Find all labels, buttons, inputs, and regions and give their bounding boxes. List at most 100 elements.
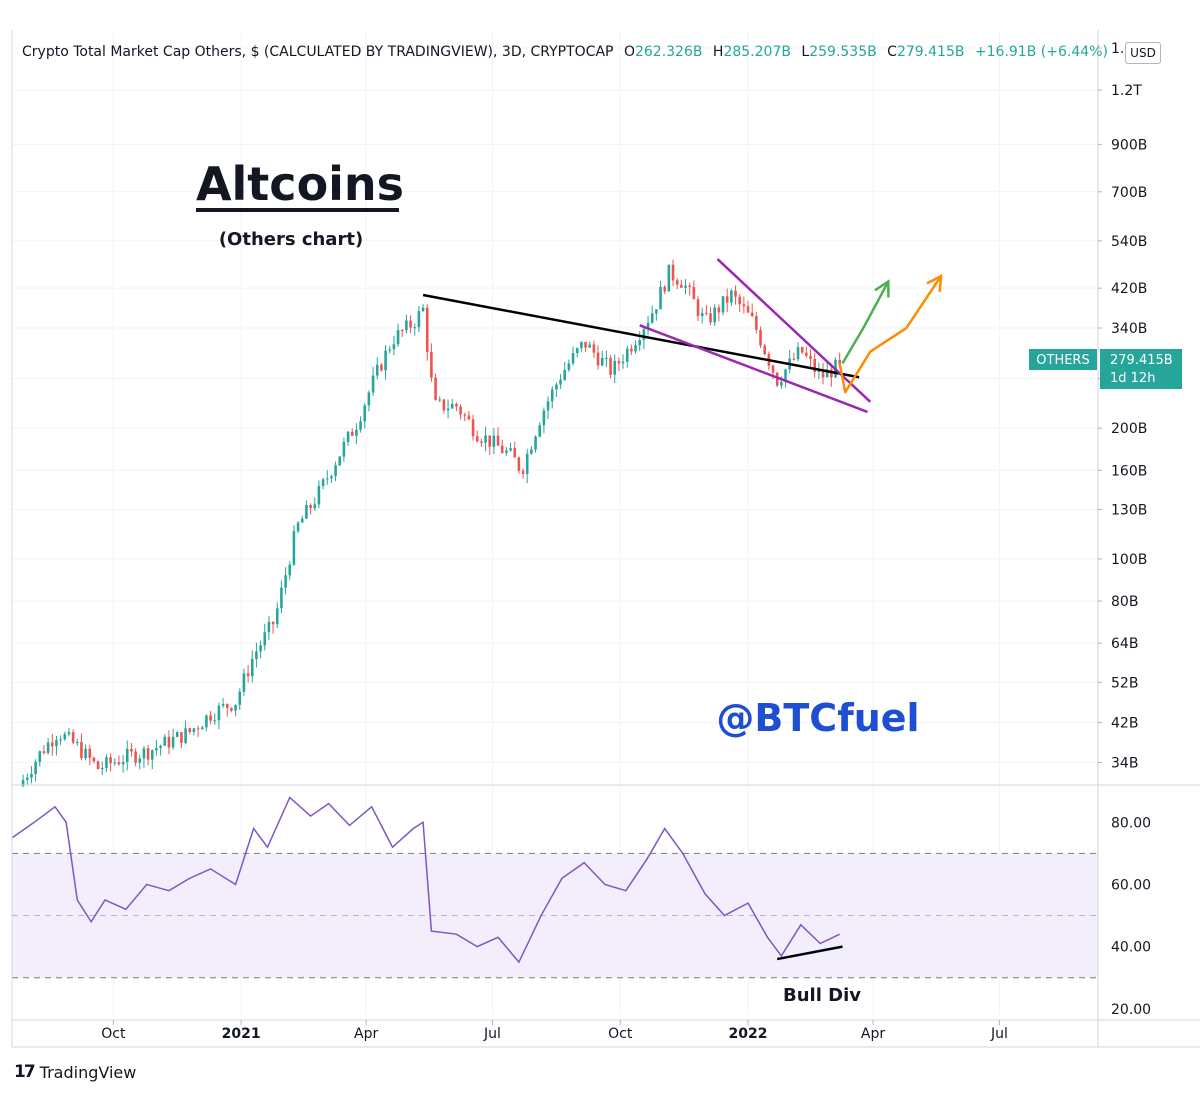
- candle-body: [259, 645, 262, 652]
- candle-body: [450, 404, 454, 409]
- price-tag-countdown: 1d 12h: [1110, 371, 1155, 386]
- candle-body: [359, 421, 362, 430]
- candle-body: [255, 651, 258, 659]
- candle-body: [734, 290, 737, 297]
- candle-body: [709, 313, 712, 323]
- candle-body: [409, 320, 412, 328]
- candle-body: [746, 306, 750, 313]
- candle-body: [742, 304, 746, 307]
- candle-body: [96, 761, 100, 769]
- tradingview-brand[interactable]: 17 TradingView: [14, 1062, 136, 1082]
- candle-body: [425, 307, 429, 352]
- projection-green-arrow: [841, 280, 890, 364]
- candle-body: [400, 330, 404, 332]
- candle-body: [500, 445, 504, 454]
- candle-body: [692, 286, 696, 300]
- price-tag-bg: [1100, 349, 1182, 389]
- candle-body: [71, 732, 75, 743]
- candle-body: [142, 748, 146, 759]
- candle-body: [246, 673, 250, 677]
- candle-body: [92, 757, 96, 762]
- candle-body: [225, 703, 229, 708]
- time-axis-label: Oct: [608, 1026, 633, 1042]
- projection-orange-arrow-head: [926, 273, 943, 293]
- candle-body: [696, 299, 700, 317]
- candle-body: [317, 486, 321, 505]
- candle-body: [184, 728, 187, 743]
- candle-body: [621, 361, 625, 364]
- candle-body: [496, 435, 500, 446]
- candle-body: [105, 757, 108, 768]
- currency-button[interactable]: USD: [1125, 42, 1161, 64]
- symbol-title: Crypto Total Market Cap Others, $ (CALCU…: [22, 44, 614, 60]
- candle-body: [796, 347, 800, 360]
- candle-body: [813, 358, 816, 373]
- rsi-axis-label: 20.00: [1111, 1002, 1151, 1018]
- candle-body: [492, 435, 496, 447]
- candle-body: [613, 360, 617, 375]
- time-axis-label: Jul: [483, 1026, 501, 1042]
- candle-body: [300, 518, 304, 523]
- candle-body: [34, 761, 37, 775]
- grid-layer: [12, 30, 1098, 1015]
- candle-body: [109, 757, 112, 764]
- candle-body: [467, 415, 471, 420]
- price-axis-label: 340B: [1111, 321, 1147, 337]
- candle-body: [325, 478, 329, 480]
- candle-body: [59, 739, 62, 741]
- candle-body: [213, 720, 217, 722]
- candle-body: [21, 779, 25, 787]
- low-label: L: [801, 44, 810, 60]
- candle-body: [171, 736, 175, 748]
- candle-body: [717, 307, 721, 313]
- candle-body: [159, 745, 162, 748]
- candle-body: [125, 748, 129, 763]
- candle-body: [505, 450, 508, 454]
- candle-body: [605, 357, 608, 359]
- trendline: [422, 293, 860, 379]
- candle-body: [430, 351, 433, 378]
- candle-body: [646, 322, 650, 330]
- time-axis-label: 2022: [729, 1026, 768, 1042]
- candle-body: [367, 392, 371, 406]
- candle-body: [296, 522, 300, 532]
- annotation-title-underline: [196, 208, 399, 212]
- candle-body: [830, 369, 833, 378]
- candle-body: [188, 728, 192, 732]
- candle-body: [759, 329, 762, 346]
- candle-body: [46, 742, 50, 753]
- candle-body: [138, 758, 142, 763]
- candle-body: [805, 352, 808, 356]
- time-axis-label: Oct: [101, 1026, 126, 1042]
- candle-body: [513, 448, 517, 458]
- candle-body: [413, 327, 417, 329]
- symbol-tag-bg: [1029, 349, 1097, 370]
- annotation-handle: @BTCfuel: [716, 696, 919, 740]
- candle-body: [50, 742, 54, 747]
- candle-body: [196, 728, 200, 730]
- candle-body: [375, 364, 379, 376]
- candle-body: [684, 285, 687, 288]
- time-axis-label: Apr: [354, 1026, 378, 1042]
- candle-body: [838, 359, 841, 366]
- bull-div-line: [776, 945, 843, 961]
- candle-body: [809, 355, 812, 359]
- candle-body: [434, 377, 437, 400]
- candle-body: [384, 350, 387, 371]
- candle-body: [538, 425, 542, 437]
- candle-body: [288, 564, 292, 576]
- price-axis-label: 130B: [1111, 502, 1147, 518]
- candle-body: [775, 372, 779, 386]
- candle-body: [542, 410, 546, 426]
- candle-body: [80, 741, 83, 759]
- candle-body: [30, 774, 33, 778]
- candle-body: [284, 575, 287, 588]
- annotation-title: Altcoins: [196, 157, 404, 211]
- candle-body: [155, 747, 158, 751]
- candle-body: [84, 748, 87, 759]
- candle-body: [609, 357, 612, 375]
- change-value: +16.91B (+6.44%): [974, 44, 1108, 60]
- candle-body: [630, 348, 633, 352]
- price-axis-label: 200B: [1111, 421, 1147, 437]
- candle-body: [25, 777, 29, 780]
